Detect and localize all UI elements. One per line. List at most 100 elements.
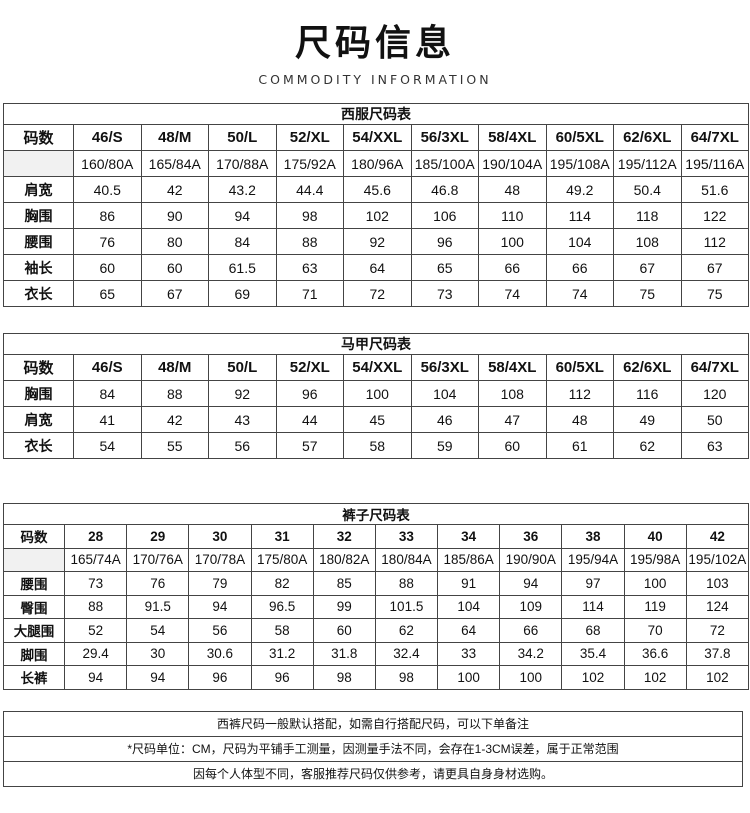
table-row: 胸围 86 90 94 98 102 106 110 114 118 122 xyxy=(3,202,750,229)
table-cell: 60 xyxy=(478,432,547,459)
table-cell: 74 xyxy=(478,280,547,307)
table-cell: 35.4 xyxy=(561,641,625,666)
table-cell: 34.2 xyxy=(499,641,563,666)
size-header-cell: 52/XL xyxy=(275,124,344,151)
row-label: 码数 xyxy=(3,354,74,381)
row-label: 大腿围 xyxy=(3,618,65,643)
table-cell: 175/92A xyxy=(275,150,344,177)
row-label: 腰围 xyxy=(3,571,65,596)
row-label: 码数 xyxy=(3,124,74,151)
table-cell: 88 xyxy=(63,594,128,619)
table-cell: 55 xyxy=(140,432,209,459)
size-header-cell: 34 xyxy=(437,524,501,549)
table-cell: 30.6 xyxy=(188,641,252,666)
size-header-cell: 30 xyxy=(188,524,252,549)
table-cell: 31.2 xyxy=(250,641,314,666)
table-cell: 47 xyxy=(478,406,547,433)
table-cell: 94 xyxy=(188,594,252,619)
row-label: 胸围 xyxy=(3,202,74,229)
table-cell: 57 xyxy=(275,432,344,459)
table-cell: 75 xyxy=(613,280,682,307)
table-row: 胸围 84 88 92 96 100 104 108 112 116 120 xyxy=(3,380,750,407)
size-header-cell: 46/S xyxy=(73,354,142,381)
table-cell: 98 xyxy=(275,202,344,229)
table-cell: 51.6 xyxy=(680,176,750,203)
table-cell: 160/80A xyxy=(73,150,142,177)
row-label: 衣长 xyxy=(3,432,74,459)
size-header-cell: 54/XXL xyxy=(343,354,412,381)
row-label: 码数 xyxy=(3,524,65,549)
table-cell: 185/100A xyxy=(410,150,479,177)
table-cell: 102 xyxy=(343,202,412,229)
table-cell: 195/112A xyxy=(613,150,682,177)
table-cell: 114 xyxy=(545,202,614,229)
row-label: 衣长 xyxy=(3,280,74,307)
table-cell: 118 xyxy=(613,202,682,229)
table-cell: 92 xyxy=(343,228,412,255)
note-pants-matching: 西裤尺码一般默认搭配，如需自行搭配尺码，可以下单备注 xyxy=(4,711,742,736)
table-cell: 74 xyxy=(545,280,614,307)
table-row: 袖长 60 60 61.5 63 64 65 66 66 67 67 xyxy=(3,254,750,281)
size-header-cell: 32 xyxy=(312,524,376,549)
table-cell: 119 xyxy=(623,594,687,619)
table-cell: 101.5 xyxy=(374,594,439,619)
size-header-cell: 33 xyxy=(374,524,439,549)
size-header-cell: 62/6XL xyxy=(613,354,682,381)
table-caption-row: 裤子尺码表 xyxy=(3,503,749,525)
table-cell: 120 xyxy=(680,380,750,407)
row-label: 长裤 xyxy=(3,665,65,690)
table-cell: 195/102A xyxy=(685,547,749,572)
table-cell: 80 xyxy=(140,228,209,255)
table-cell: 42 xyxy=(140,406,209,433)
table-cell: 99 xyxy=(312,594,376,619)
table-cell: 97 xyxy=(561,571,625,596)
table-cell: 52 xyxy=(63,618,128,643)
table-cell: 170/76A xyxy=(126,547,190,572)
table-cell: 100 xyxy=(437,665,501,690)
table-cell: 42 xyxy=(140,176,209,203)
table-cell: 94 xyxy=(208,202,277,229)
table-row: 肩宽 40.5 42 43.2 44.4 45.6 46.8 48 49.2 50.4 51.6 xyxy=(3,176,750,203)
table-cell: 94 xyxy=(126,665,190,690)
size-header-cell: 38 xyxy=(561,524,625,549)
table-cell: 66 xyxy=(478,254,547,281)
table-cell: 72 xyxy=(343,280,412,307)
table-cell: 109 xyxy=(499,594,563,619)
table-cell: 96.5 xyxy=(250,594,314,619)
table-cell: 103 xyxy=(685,571,749,596)
table-cell: 70 xyxy=(623,618,687,643)
table-cell: 45.6 xyxy=(343,176,412,203)
size-header-cell: 42 xyxy=(685,524,749,549)
table-cell: 65 xyxy=(410,254,479,281)
table-cell: 112 xyxy=(545,380,614,407)
table-cell: 98 xyxy=(312,665,376,690)
table-cell: 85 xyxy=(312,571,376,596)
table-cell: 84 xyxy=(73,380,142,407)
table-cell: 60 xyxy=(73,254,142,281)
table-cell: 94 xyxy=(63,665,128,690)
table-cell: 190/104A xyxy=(478,150,547,177)
table-cell: 60 xyxy=(140,254,209,281)
table-cell: 41 xyxy=(73,406,142,433)
table-caption-row: 西服尺码表 xyxy=(2,103,750,125)
table-cell: 98 xyxy=(374,665,439,690)
table-cell: 180/82A xyxy=(312,547,376,572)
table-cell: 44 xyxy=(275,406,344,433)
table-cell: 63 xyxy=(275,254,344,281)
size-header-cell: 28 xyxy=(63,524,128,549)
table-cell: 88 xyxy=(275,228,344,255)
size-header-cell: 56/3XL xyxy=(410,354,479,381)
table-cell: 45 xyxy=(343,406,412,433)
table-cell: 64 xyxy=(343,254,412,281)
size-header-cell: 31 xyxy=(250,524,314,549)
row-label xyxy=(3,547,65,572)
row-label: 肩宽 xyxy=(3,406,74,433)
table-cell: 73 xyxy=(410,280,479,307)
table-cell: 43 xyxy=(208,406,277,433)
table-cell: 33 xyxy=(437,641,501,666)
size-header-cell: 29 xyxy=(126,524,190,549)
table-cell: 32.4 xyxy=(374,641,439,666)
table-row: 大腿围 52 54 56 58 60 62 64 66 68 70 72 xyxy=(3,618,749,643)
table-cell: 67 xyxy=(680,254,750,281)
table-cell: 108 xyxy=(613,228,682,255)
